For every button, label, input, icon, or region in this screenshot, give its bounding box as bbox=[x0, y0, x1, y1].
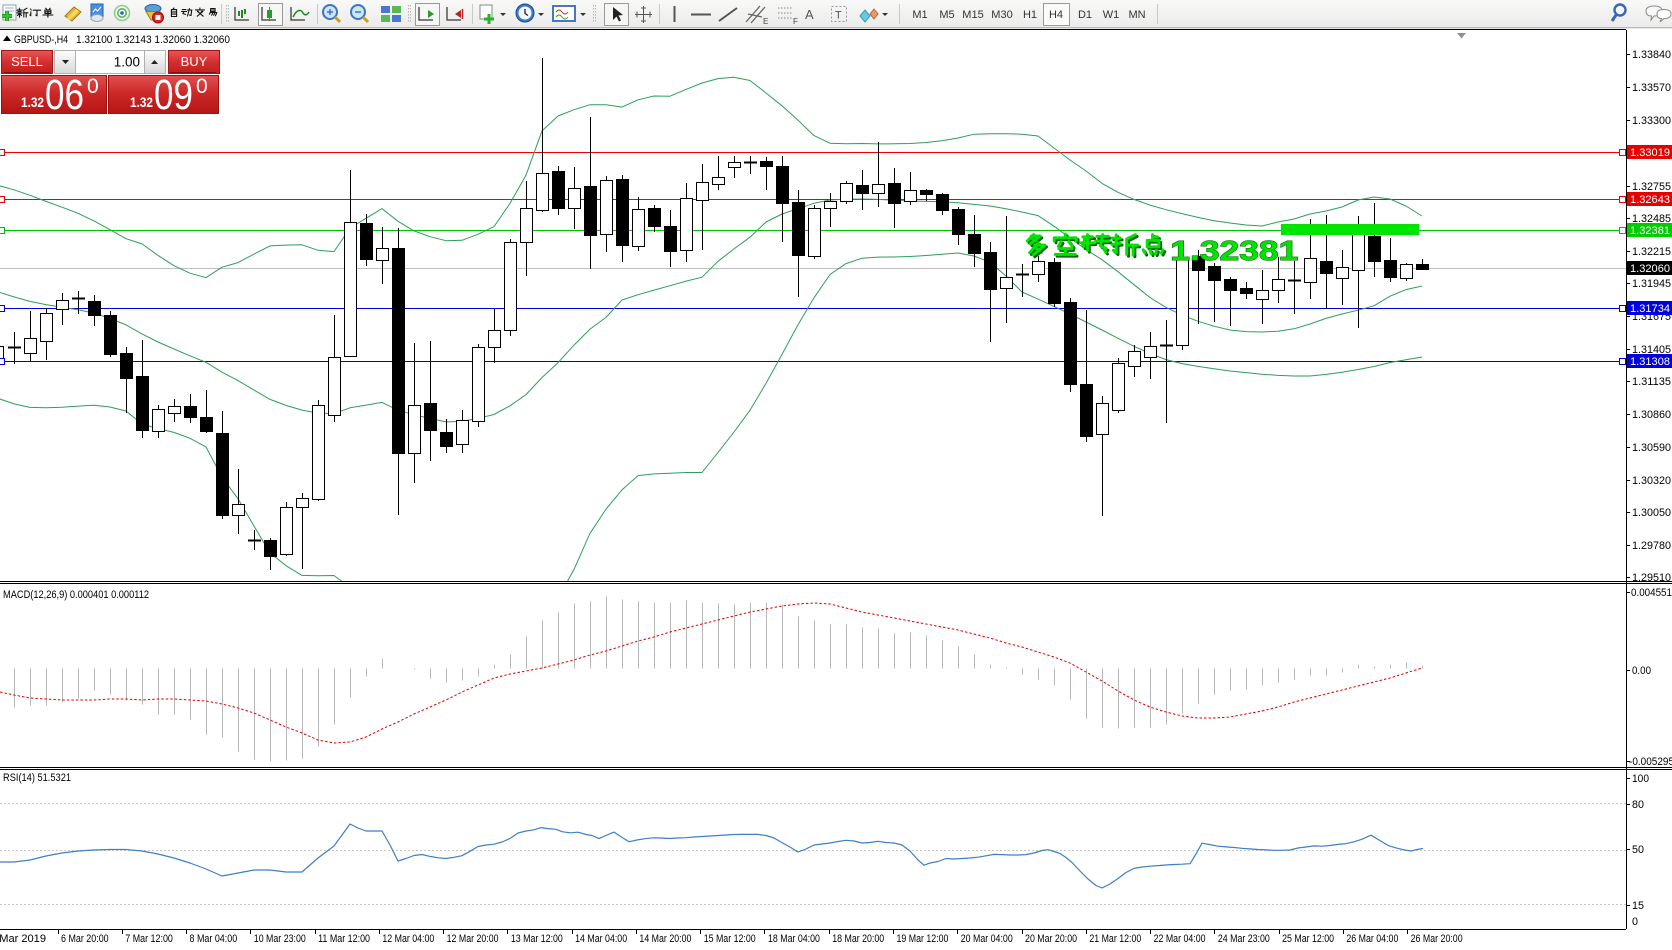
svg-text:22 Mar 04:00: 22 Mar 04:00 bbox=[1154, 933, 1206, 945]
svg-text:H4: H4 bbox=[1049, 9, 1063, 21]
svg-text:M15: M15 bbox=[962, 9, 983, 21]
svg-text:0: 0 bbox=[87, 75, 99, 98]
svg-text:1.31308: 1.31308 bbox=[1630, 356, 1670, 368]
svg-text:10 Mar 23:00: 10 Mar 23:00 bbox=[254, 933, 306, 945]
svg-text:25 Mar 12:00: 25 Mar 12:00 bbox=[1282, 933, 1334, 945]
svg-text:21 Mar 12:00: 21 Mar 12:00 bbox=[1089, 933, 1141, 945]
svg-text:11 Mar 12:00: 11 Mar 12:00 bbox=[318, 933, 370, 945]
svg-text:1.32485: 1.32485 bbox=[1632, 213, 1671, 225]
svg-text:50: 50 bbox=[1632, 844, 1644, 856]
svg-text:0: 0 bbox=[196, 75, 208, 98]
svg-text:1.33019: 1.33019 bbox=[1630, 147, 1670, 159]
svg-text:1.32100 1.32143 1.32060 1.3206: 1.32100 1.32143 1.32060 1.32060 bbox=[76, 34, 230, 46]
svg-text:SELL: SELL bbox=[11, 54, 43, 69]
svg-text:1.33570: 1.33570 bbox=[1632, 82, 1671, 94]
svg-text:5 Mar 2019: 5 Mar 2019 bbox=[0, 933, 46, 945]
svg-text:-0.005295: -0.005295 bbox=[1629, 756, 1672, 768]
svg-text:1.32381: 1.32381 bbox=[1630, 225, 1670, 237]
svg-text:12 Mar 20:00: 12 Mar 20:00 bbox=[447, 933, 499, 945]
svg-text:6 Mar 20:00: 6 Mar 20:00 bbox=[61, 933, 109, 945]
svg-text:15: 15 bbox=[1632, 900, 1644, 912]
svg-text:06: 06 bbox=[45, 71, 84, 119]
svg-text:20 Mar 20:00: 20 Mar 20:00 bbox=[1025, 933, 1077, 945]
svg-text:26 Mar 04:00: 26 Mar 04:00 bbox=[1346, 933, 1398, 945]
svg-text:18 Mar 20:00: 18 Mar 20:00 bbox=[832, 933, 884, 945]
svg-text:1.30320: 1.30320 bbox=[1632, 475, 1671, 487]
svg-text:15 Mar 12:00: 15 Mar 12:00 bbox=[704, 933, 756, 945]
svg-text:20 Mar 04:00: 20 Mar 04:00 bbox=[961, 933, 1013, 945]
svg-text:1.32755: 1.32755 bbox=[1632, 181, 1671, 193]
svg-text:M5: M5 bbox=[939, 9, 954, 21]
svg-text:RSI(14) 51.5321: RSI(14) 51.5321 bbox=[3, 772, 71, 784]
svg-text:1.32381: 1.32381 bbox=[1170, 235, 1298, 266]
svg-text:1.32: 1.32 bbox=[21, 94, 44, 110]
svg-text:1.31734: 1.31734 bbox=[1630, 303, 1670, 315]
svg-text:24 Mar 23:00: 24 Mar 23:00 bbox=[1218, 933, 1270, 945]
svg-text:0: 0 bbox=[1632, 916, 1638, 928]
svg-text:1.29780: 1.29780 bbox=[1632, 540, 1671, 552]
svg-text:1.32215: 1.32215 bbox=[1632, 246, 1671, 258]
svg-text:1.31135: 1.31135 bbox=[1632, 376, 1671, 388]
svg-text:E: E bbox=[763, 17, 768, 26]
svg-text:MACD(12,26,9) 0.000401 0.00011: MACD(12,26,9) 0.000401 0.000112 bbox=[3, 589, 149, 601]
svg-text:1.30050: 1.30050 bbox=[1632, 507, 1671, 519]
svg-text:19 Mar 12:00: 19 Mar 12:00 bbox=[897, 933, 949, 945]
svg-text:12 Mar 04:00: 12 Mar 04:00 bbox=[382, 933, 434, 945]
svg-text:F: F bbox=[793, 17, 798, 26]
svg-text:1.31945: 1.31945 bbox=[1632, 278, 1671, 290]
svg-text:A: A bbox=[805, 7, 814, 22]
svg-text:GBPUSD-,H4: GBPUSD-,H4 bbox=[14, 34, 68, 46]
svg-text:100: 100 bbox=[1632, 773, 1649, 785]
svg-text:80: 80 bbox=[1632, 799, 1644, 811]
svg-text:T: T bbox=[835, 10, 842, 22]
svg-text:0.00: 0.00 bbox=[1632, 665, 1651, 677]
svg-text:1.33840: 1.33840 bbox=[1632, 49, 1671, 61]
svg-text:1.32: 1.32 bbox=[130, 94, 153, 110]
svg-text:MN: MN bbox=[1128, 9, 1145, 21]
svg-text:M30: M30 bbox=[991, 9, 1012, 21]
svg-text:09: 09 bbox=[154, 71, 193, 119]
svg-text:14 Mar 04:00: 14 Mar 04:00 bbox=[575, 933, 627, 945]
svg-text:1.00: 1.00 bbox=[114, 55, 140, 70]
svg-text:1.32060: 1.32060 bbox=[1630, 263, 1670, 275]
svg-text:W1: W1 bbox=[1103, 9, 1120, 21]
svg-text:18 Mar 04:00: 18 Mar 04:00 bbox=[768, 933, 820, 945]
svg-text:1.30590: 1.30590 bbox=[1632, 442, 1671, 454]
svg-text:1.32643: 1.32643 bbox=[1630, 194, 1670, 206]
svg-text:14 Mar 20:00: 14 Mar 20:00 bbox=[639, 933, 691, 945]
svg-text:D1: D1 bbox=[1078, 9, 1092, 21]
svg-text:1.31405: 1.31405 bbox=[1632, 344, 1671, 356]
svg-text:M1: M1 bbox=[912, 9, 927, 21]
svg-text:BUY: BUY bbox=[181, 54, 208, 69]
svg-text:0.004551: 0.004551 bbox=[1631, 587, 1672, 599]
svg-text:8 Mar 04:00: 8 Mar 04:00 bbox=[190, 933, 238, 945]
svg-text:1.30860: 1.30860 bbox=[1632, 409, 1671, 421]
svg-text:1.29510: 1.29510 bbox=[1632, 572, 1671, 584]
svg-text:13 Mar 12:00: 13 Mar 12:00 bbox=[511, 933, 563, 945]
svg-text:26 Mar 20:00: 26 Mar 20:00 bbox=[1411, 933, 1463, 945]
svg-text:H1: H1 bbox=[1023, 9, 1037, 21]
svg-text:1.33300: 1.33300 bbox=[1632, 115, 1671, 127]
svg-text:7 Mar 12:00: 7 Mar 12:00 bbox=[125, 933, 173, 945]
